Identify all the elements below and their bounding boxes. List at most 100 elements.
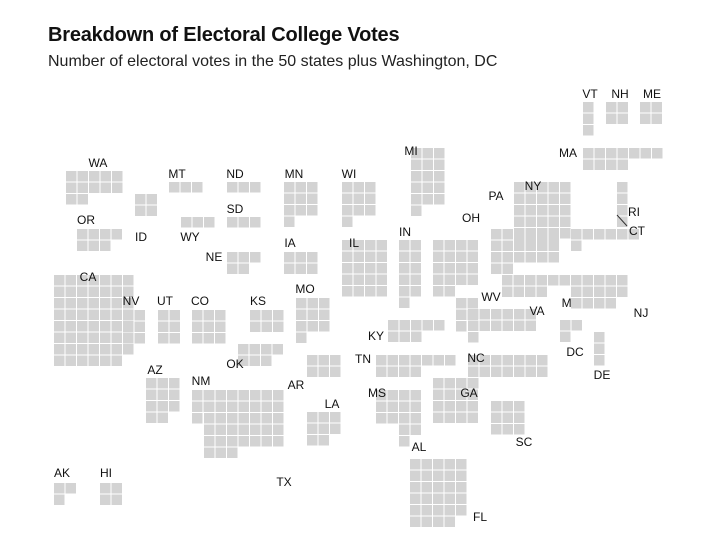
state-label-ar: AR: [288, 378, 305, 392]
vote-square: [456, 240, 467, 251]
vote-square: [249, 344, 260, 355]
vote-square: [502, 355, 513, 366]
vote-square: [365, 274, 376, 285]
vote-square: [273, 321, 284, 332]
vote-square: [261, 344, 272, 355]
vote-square: [502, 366, 513, 377]
vote-square: [411, 182, 422, 193]
vote-square: [410, 390, 421, 401]
state-label-nm: NM: [192, 374, 211, 388]
vote-square: [560, 193, 571, 204]
vote-square: [456, 389, 467, 400]
vote-square: [158, 310, 169, 321]
vote-square: [491, 240, 502, 251]
state-label-ri: RI: [628, 205, 640, 219]
vote-square: [65, 286, 76, 297]
vote-square: [433, 412, 444, 423]
vote-square: [238, 390, 249, 401]
vote-square: [594, 332, 605, 343]
vote-square: [537, 228, 548, 239]
vote-square: [146, 378, 157, 389]
vote-square: [399, 297, 410, 308]
state-label-wv: WV: [481, 290, 500, 304]
vote-square: [227, 424, 238, 435]
vote-square: [319, 309, 330, 320]
vote-square: [456, 378, 467, 389]
vote-square: [525, 193, 536, 204]
state-ks: [250, 310, 284, 332]
state-label-vt: VT: [582, 87, 598, 101]
vote-square: [295, 182, 306, 193]
vote-square: [65, 483, 76, 494]
vote-square: [261, 401, 272, 412]
vote-square: [54, 298, 65, 309]
vote-square: [444, 412, 455, 423]
vote-square: [410, 516, 421, 527]
vote-square: [65, 275, 76, 286]
state-label-or: OR: [77, 213, 95, 227]
vote-square: [525, 216, 536, 227]
vote-square: [491, 229, 502, 240]
state-hi: [100, 483, 122, 505]
state-ma: [583, 148, 663, 170]
state-label-ms: MS: [368, 386, 386, 400]
vote-square: [525, 286, 536, 297]
vote-square: [537, 182, 548, 193]
vote-square: [273, 424, 284, 435]
vote-square: [342, 240, 353, 251]
vote-square: [54, 321, 65, 332]
vote-square: [100, 171, 111, 182]
vote-square: [307, 366, 318, 377]
vote-square: [342, 182, 353, 193]
vote-square: [100, 483, 111, 494]
vote-square: [467, 401, 478, 412]
vote-square: [342, 286, 353, 297]
vote-square: [100, 494, 111, 505]
vote-square: [560, 205, 571, 216]
vote-square: [617, 275, 628, 286]
vote-square: [112, 171, 123, 182]
vote-square: [456, 401, 467, 412]
vote-square: [204, 390, 215, 401]
vote-square: [134, 310, 145, 321]
vote-square: [387, 355, 398, 366]
vote-square: [421, 505, 432, 516]
state-tn: [376, 355, 456, 377]
state-or: [77, 229, 122, 251]
vote-square: [250, 413, 261, 424]
vote-square: [594, 343, 605, 354]
vote-square: [123, 310, 134, 321]
vote-square: [65, 298, 76, 309]
vote-square: [307, 355, 318, 366]
vote-square: [146, 205, 157, 216]
vote-square: [295, 252, 306, 263]
vote-square: [491, 252, 502, 263]
vote-square: [250, 182, 261, 193]
vote-square: [88, 321, 99, 332]
vote-square: [100, 275, 111, 286]
vote-square: [65, 321, 76, 332]
state-nd: [227, 182, 261, 193]
vote-square: [399, 274, 410, 285]
vote-square: [296, 309, 307, 320]
vote-square: [421, 482, 432, 493]
vote-square: [491, 412, 502, 423]
vote-square: [617, 286, 628, 297]
vote-square: [514, 216, 525, 227]
vote-square: [433, 482, 444, 493]
state-label-de: DE: [594, 368, 611, 382]
vote-square: [203, 310, 214, 321]
vote-square: [77, 182, 88, 193]
vote-square: [456, 505, 467, 516]
vote-square: [250, 436, 261, 447]
vote-square: [88, 286, 99, 297]
vote-square: [387, 366, 398, 377]
state-vt: [583, 102, 594, 136]
vote-square: [548, 228, 559, 239]
vote-square: [640, 113, 651, 124]
vote-square: [605, 298, 616, 309]
vote-square: [100, 240, 111, 251]
vote-square: [111, 275, 122, 286]
vote-square: [433, 240, 444, 251]
vote-square: [514, 239, 525, 250]
